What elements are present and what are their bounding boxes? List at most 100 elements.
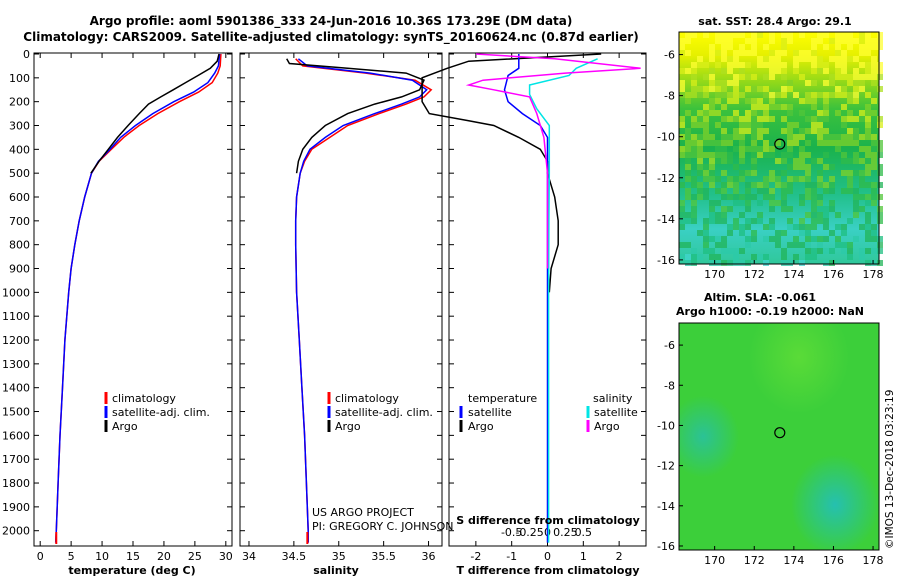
sst-pixel <box>811 116 817 122</box>
sst-pixel <box>829 206 835 212</box>
sst-pixel <box>865 164 871 170</box>
sst-pixel <box>805 98 811 104</box>
sst-pixel <box>781 182 787 188</box>
sst-pixel <box>865 74 871 80</box>
sst-pixel <box>769 218 775 224</box>
sst-pixel <box>853 170 859 176</box>
depth-tick-label: 500 <box>9 167 30 180</box>
sst-pixel <box>691 194 697 200</box>
sst-pixel <box>799 194 805 200</box>
legend3-temp-sat-label: satellite <box>468 406 512 419</box>
sst-pixel <box>865 50 871 56</box>
series-temperature-satellite <box>503 54 549 543</box>
sst-pixel <box>763 224 769 230</box>
sst-pixel <box>787 122 793 128</box>
sst-pixel <box>859 206 865 212</box>
sst-pixel <box>751 152 757 158</box>
x-tick-label: 25 <box>188 550 202 563</box>
sst-pixel <box>709 74 715 80</box>
sst-pixel <box>715 236 721 242</box>
sst-pixel <box>703 62 709 68</box>
sst-pixel <box>763 260 769 266</box>
sst-pixel <box>721 212 727 218</box>
sst-pixel <box>751 230 757 236</box>
sst-pixel <box>691 254 697 260</box>
sst-pixel <box>751 74 757 80</box>
sst-pixel <box>787 164 793 170</box>
sst-pixel <box>739 74 745 80</box>
sst-pixel <box>685 164 691 170</box>
s-diff-tick-label: 0.25 <box>553 526 578 539</box>
sst-pixel <box>865 92 871 98</box>
sst-pixel <box>775 104 781 110</box>
sst-pixel <box>715 98 721 104</box>
sst-pixel <box>781 38 787 44</box>
sst-pixel <box>853 206 859 212</box>
sst-pixel <box>865 146 871 152</box>
sst-pixel <box>727 194 733 200</box>
sst-pixel <box>685 140 691 146</box>
sst-pixel <box>679 44 685 50</box>
sst-pixel <box>811 62 817 68</box>
sst-pixel <box>817 32 823 38</box>
s-diff-tick-label: -0.5 <box>501 526 522 539</box>
sst-pixel <box>709 98 715 104</box>
sst-pixel <box>685 50 691 56</box>
sst-pixel <box>799 110 805 116</box>
sst-pixel <box>793 176 799 182</box>
sst-pixel <box>691 134 697 140</box>
sst-pixel <box>811 248 817 254</box>
sst-pixel <box>721 104 727 110</box>
sst-pixel <box>793 224 799 230</box>
sst-pixel <box>811 92 817 98</box>
sst-pixel <box>745 194 751 200</box>
sst-pixel <box>823 68 829 74</box>
sst-pixel <box>703 218 709 224</box>
depth-tick-label: 1500 <box>2 406 30 419</box>
legend3-sal-title: salinity <box>593 392 633 405</box>
sst-pixel <box>823 248 829 254</box>
sst-pixel <box>799 230 805 236</box>
sst-pixel <box>739 50 745 56</box>
sst-pixel <box>847 254 853 260</box>
sst-pixel <box>763 182 769 188</box>
sst-pixel <box>685 110 691 116</box>
map-y-tick-label: -6 <box>664 339 675 352</box>
sst-pixel <box>781 128 787 134</box>
sst-pixel <box>685 254 691 260</box>
sst-pixel <box>775 56 781 62</box>
sst-pixel <box>727 206 733 212</box>
sst-pixel <box>799 158 805 164</box>
sst-pixel <box>799 134 805 140</box>
sst-pixel <box>703 116 709 122</box>
sst-pixel <box>853 116 859 122</box>
sst-pixel <box>685 176 691 182</box>
sst-pixel <box>727 134 733 140</box>
sst-pixel <box>751 218 757 224</box>
sst-pixel <box>769 188 775 194</box>
depth-tick-label: 100 <box>9 72 30 85</box>
sst-pixel <box>721 146 727 152</box>
sst-pixel <box>685 38 691 44</box>
sst-pixel <box>703 32 709 38</box>
map-y-tick-label: -14 <box>657 213 675 226</box>
sst-pixel <box>811 200 817 206</box>
sst-pixel <box>877 182 883 188</box>
sst-pixel <box>733 92 739 98</box>
sst-pixel <box>751 122 757 128</box>
sst-pixel <box>793 62 799 68</box>
sst-pixel <box>865 122 871 128</box>
sst-pixel <box>697 140 703 146</box>
sst-pixel <box>817 248 823 254</box>
sst-pixel <box>787 80 793 86</box>
sst-pixel <box>877 260 883 266</box>
sst-pixel <box>703 230 709 236</box>
difference-legend: temperature satellite Argo salinity sate… <box>459 392 638 433</box>
sst-pixel <box>721 158 727 164</box>
credit-line2: PI: GREGORY C. JOHNSON <box>312 520 453 533</box>
sst-pixel <box>823 134 829 140</box>
sst-pixel <box>793 164 799 170</box>
sst-pixel <box>823 182 829 188</box>
sst-pixel <box>703 128 709 134</box>
